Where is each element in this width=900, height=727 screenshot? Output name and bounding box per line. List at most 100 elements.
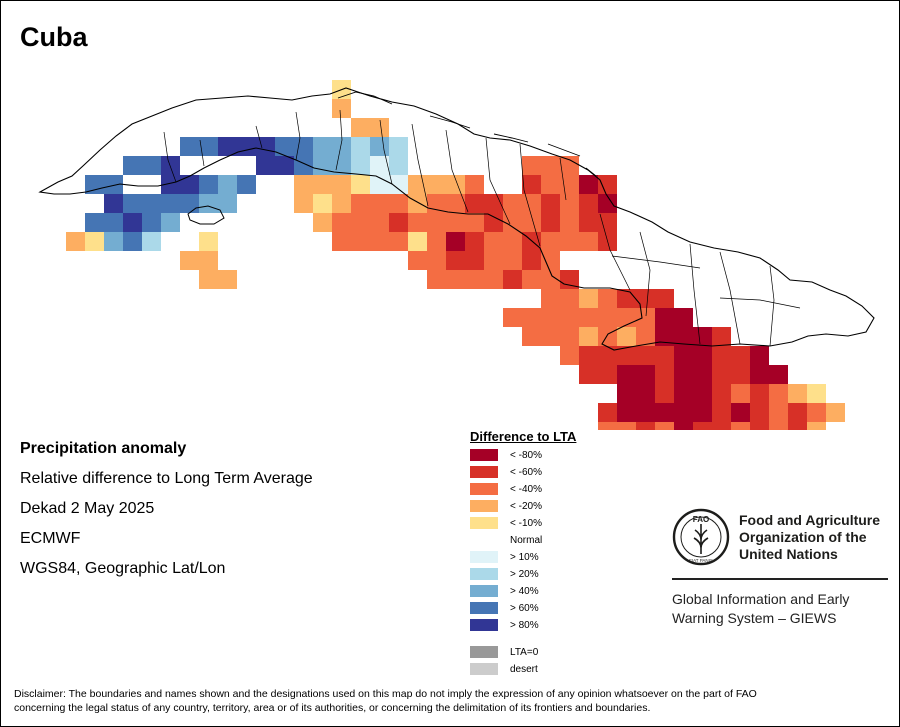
anomaly-cell [332,175,351,194]
legend-class-4: < -10% [470,516,576,533]
anomaly-cell [351,156,370,175]
anomaly-cell [731,384,750,403]
anomaly-cell [636,327,655,346]
anomaly-cell [769,403,788,422]
anomaly-cell [674,308,693,327]
anomaly-cell [693,384,712,403]
anomaly-cell [123,232,142,251]
anomaly-cell [636,403,655,422]
anomaly-cell [750,422,769,430]
anomaly-cell [712,346,731,365]
anomaly-cell [237,137,256,156]
anomaly-cell [104,194,123,213]
anomaly-cell [294,137,313,156]
anomaly-cell [617,327,636,346]
fao-name-line3: United Nations [739,546,838,562]
disclaimer: Disclaimer: The boundaries and names sho… [14,687,894,715]
anomaly-cell [693,365,712,384]
anomaly-cell [484,232,503,251]
anomaly-cell [750,403,769,422]
anomaly-cell [598,194,617,213]
anomaly-cell [541,289,560,308]
anomaly-cell [313,156,332,175]
anomaly-cell [294,194,313,213]
anomaly-cell [351,175,370,194]
anomaly-cell [446,270,465,289]
anomaly-cell [370,194,389,213]
anomaly-cell [313,137,332,156]
legend-classes: < -80% < -60% < -40% < -20% < -10% Normal > 10… [470,448,576,635]
anomaly-cell [541,308,560,327]
anomaly-cell [636,289,655,308]
anomaly-cell [579,346,598,365]
cuba-coastline [38,87,875,351]
anomaly-cell [560,308,579,327]
northern-cays [337,91,597,177]
anomaly-cell [522,175,541,194]
anomaly-cell [218,137,237,156]
anomaly-cell [465,194,484,213]
anomaly-cell [560,289,579,308]
anomaly-cell [636,308,655,327]
anomaly-cell [180,251,199,270]
anomaly-cell [598,346,617,365]
anomaly-cell [769,365,788,384]
anomaly-cell [579,289,598,308]
legend-swatch [470,568,498,580]
anomaly-cell [712,403,731,422]
anomaly-cell [674,422,693,430]
legend-label: < -80% [510,450,542,461]
legend-class-8: > 40% [470,584,576,601]
anomaly-cell [655,365,674,384]
isla-de-la-juventud [187,205,225,225]
anomaly-cell [579,327,598,346]
legend-swatch [470,534,498,546]
anomaly-cell [85,213,104,232]
anomaly-cell [275,156,294,175]
anomaly-cell [636,365,655,384]
anomaly-cell [807,422,826,430]
legend-label: desert [510,664,538,675]
fao-emblem-motto: FIAT PANIS [689,558,713,563]
anomaly-cell [484,251,503,270]
fao-name-line2: Organization of the [739,529,867,545]
anomaly-cell [541,270,560,289]
anomaly-cell [503,213,522,232]
anomaly-cell [465,213,484,232]
province-boundaries [163,109,801,347]
anomaly-cell [693,422,712,430]
anomaly-cell [617,346,636,365]
anomaly-cell [218,270,237,289]
legend-swatch [470,449,498,461]
anomaly-cell [199,175,218,194]
fao-name-line1: Food and Agriculture [739,512,881,528]
info-period: Dekad 2 May 2025 [20,500,155,517]
legend-class-10: > 80% [470,618,576,635]
anomaly-cell [294,156,313,175]
anomaly-cell [370,156,389,175]
anomaly-cell [256,156,275,175]
anomaly-cell [750,346,769,365]
anomaly-cell [617,403,636,422]
anomaly-cell [161,213,180,232]
anomaly-cell [408,194,427,213]
legend-swatch [470,663,498,675]
anomaly-cell [712,384,731,403]
anomaly-cell [788,403,807,422]
anomaly-cell [750,384,769,403]
anomaly-cell [674,346,693,365]
anomaly-cell [541,156,560,175]
legend-extra: LTA=0 desert [470,645,576,679]
anomaly-cell [617,308,636,327]
giews-line1: Global Information and Early [672,591,850,607]
legend-swatch [470,551,498,563]
anomaly-cell [655,327,674,346]
anomaly-cell [370,137,389,156]
anomaly-cell [351,213,370,232]
legend-class-7: > 20% [470,567,576,584]
legend: Difference to LTA < -80% < -60% < -40% < -2… [470,429,576,679]
anomaly-cell [389,156,408,175]
anomaly-cell [655,422,674,430]
anomaly-cell [560,232,579,251]
anomaly-cell [332,213,351,232]
